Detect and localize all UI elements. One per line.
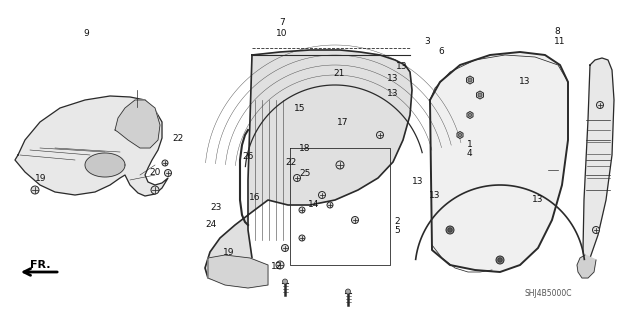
Text: 3: 3: [425, 37, 430, 46]
Text: FR.: FR.: [29, 260, 51, 270]
Text: 13: 13: [412, 177, 424, 186]
Text: 8: 8: [554, 27, 559, 36]
Polygon shape: [457, 131, 463, 138]
Text: 4: 4: [467, 149, 472, 158]
Text: 15: 15: [294, 104, 305, 113]
Circle shape: [346, 289, 351, 294]
Circle shape: [327, 202, 333, 208]
Text: 19: 19: [35, 174, 46, 183]
Circle shape: [458, 133, 461, 137]
Text: 7: 7: [279, 18, 284, 27]
Circle shape: [596, 101, 604, 108]
Circle shape: [299, 207, 305, 213]
Circle shape: [31, 186, 39, 194]
Circle shape: [319, 191, 326, 198]
Polygon shape: [15, 96, 168, 196]
Text: 13: 13: [387, 89, 399, 98]
Text: 13: 13: [396, 62, 408, 70]
Text: SHJ4B5000C: SHJ4B5000C: [524, 288, 572, 298]
Circle shape: [162, 160, 168, 166]
Polygon shape: [467, 76, 474, 84]
Circle shape: [151, 186, 159, 194]
Text: 2: 2: [394, 217, 399, 226]
Text: 17: 17: [337, 118, 348, 127]
Text: 22: 22: [172, 134, 184, 143]
Polygon shape: [577, 255, 596, 278]
Polygon shape: [205, 50, 412, 280]
Circle shape: [468, 78, 472, 82]
Circle shape: [282, 244, 289, 251]
Text: 14: 14: [308, 200, 319, 209]
Text: 9: 9: [84, 29, 89, 38]
Circle shape: [164, 169, 172, 176]
Circle shape: [336, 161, 344, 169]
Circle shape: [376, 131, 383, 138]
Text: 21: 21: [333, 69, 345, 78]
Polygon shape: [115, 100, 160, 148]
Polygon shape: [208, 255, 268, 288]
Text: 24: 24: [205, 220, 217, 229]
Polygon shape: [583, 58, 614, 268]
Text: 5: 5: [394, 226, 399, 235]
Circle shape: [498, 258, 502, 262]
Polygon shape: [477, 91, 483, 99]
Circle shape: [478, 93, 482, 97]
Circle shape: [468, 113, 472, 117]
Text: 19: 19: [223, 248, 235, 256]
Circle shape: [448, 228, 452, 232]
Circle shape: [446, 226, 454, 234]
Text: 1: 1: [467, 140, 472, 149]
Text: 23: 23: [211, 203, 222, 212]
Text: 12: 12: [271, 262, 282, 271]
Circle shape: [593, 226, 600, 234]
Circle shape: [299, 235, 305, 241]
Text: 13: 13: [532, 195, 543, 204]
Circle shape: [496, 256, 504, 264]
Text: 20: 20: [150, 168, 161, 177]
Text: 6: 6: [439, 47, 444, 56]
Circle shape: [294, 174, 301, 182]
Text: 22: 22: [285, 158, 296, 167]
Text: 16: 16: [249, 193, 260, 202]
Circle shape: [351, 217, 358, 224]
Text: 25: 25: [299, 169, 310, 178]
Circle shape: [282, 279, 287, 284]
Text: 13: 13: [519, 77, 531, 86]
Polygon shape: [85, 153, 125, 177]
Text: 10: 10: [276, 29, 287, 38]
Text: 11: 11: [554, 37, 565, 46]
Text: 26: 26: [243, 152, 254, 161]
Text: 13: 13: [429, 191, 441, 200]
Polygon shape: [430, 52, 568, 272]
Circle shape: [276, 261, 284, 269]
Text: 13: 13: [387, 74, 399, 83]
FancyArrowPatch shape: [24, 269, 57, 275]
Polygon shape: [467, 112, 473, 118]
Text: 18: 18: [299, 144, 310, 153]
